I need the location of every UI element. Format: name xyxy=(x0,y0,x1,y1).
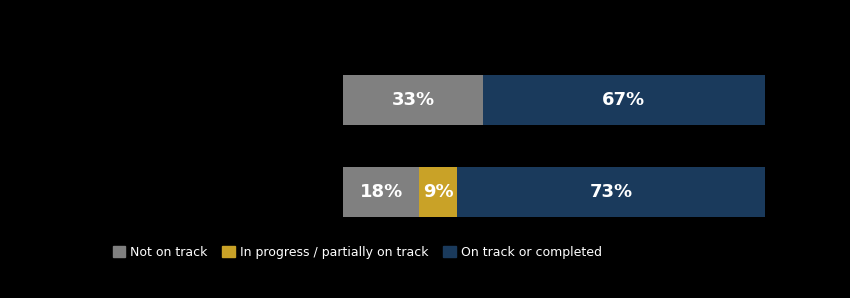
Bar xyxy=(419,167,457,217)
Text: 73%: 73% xyxy=(590,183,632,201)
Text: 18%: 18% xyxy=(360,183,403,201)
Text: 9%: 9% xyxy=(423,183,454,201)
Legend: Not on track, In progress / partially on track, On track or completed: Not on track, In progress / partially on… xyxy=(112,246,602,259)
Bar xyxy=(457,167,765,217)
Bar xyxy=(343,167,419,217)
Text: 67%: 67% xyxy=(602,91,645,109)
Text: 33%: 33% xyxy=(391,91,434,109)
Bar xyxy=(483,75,765,125)
Bar xyxy=(343,75,483,125)
